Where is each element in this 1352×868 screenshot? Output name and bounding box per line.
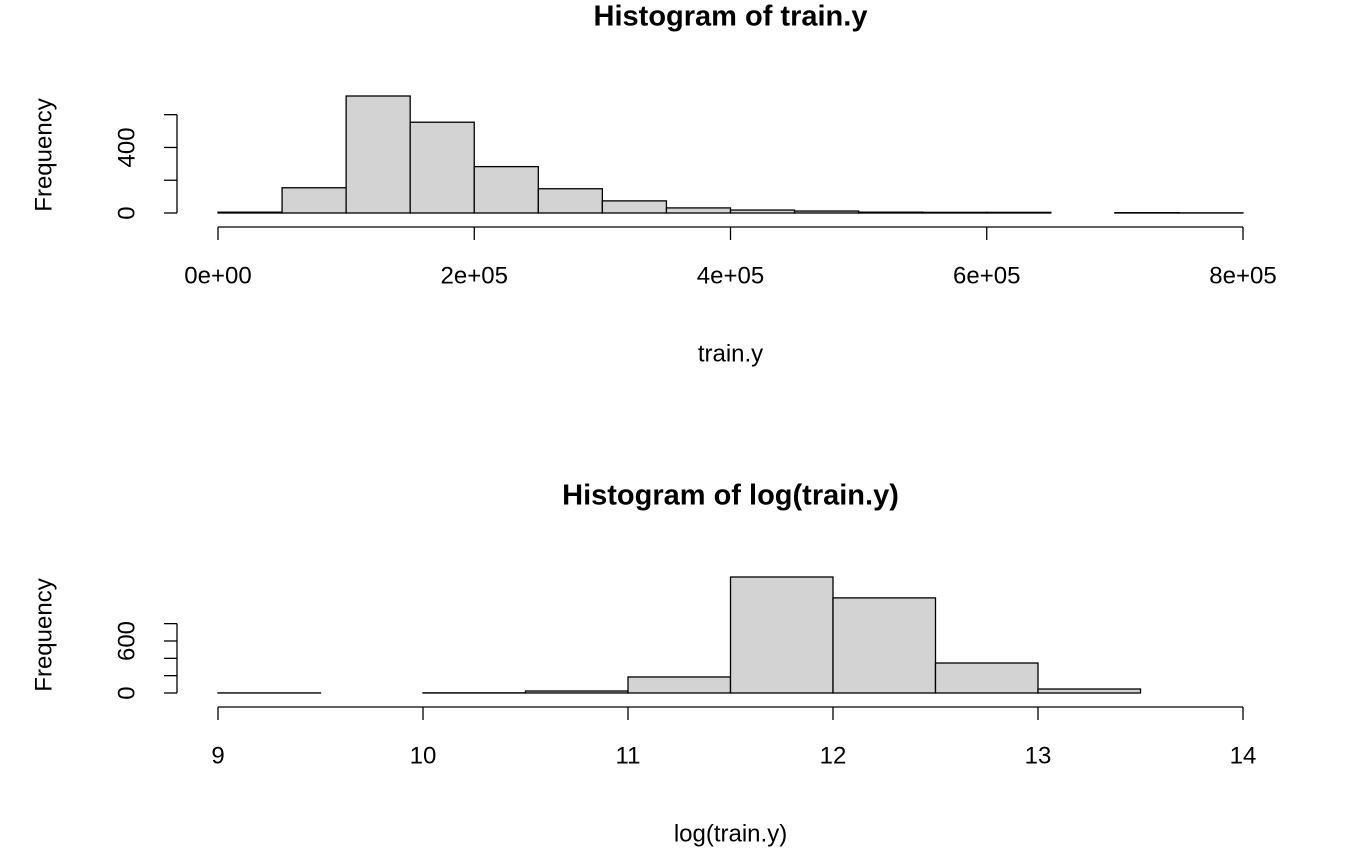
chart-title: Histogram of train.y [594,1,868,33]
bar [601,200,668,214]
x-tick-label: 9 [211,742,224,769]
x-tick-label: 14 [1230,742,1257,769]
bar [627,676,732,694]
x-axis-label: train.y [698,340,763,367]
bar [729,576,834,694]
bar [832,597,937,694]
bar [1037,688,1142,694]
bar [665,207,732,214]
bar [281,187,347,214]
bar [537,188,604,214]
chart-title: Histogram of log(train.y) [562,480,899,512]
x-tick-label: 6e+05 [953,262,1020,289]
bar [729,209,796,214]
y-tick-label: 400 [113,127,140,167]
x-tick-label: 4e+05 [697,262,764,289]
y-axis-label: Frequency [30,98,57,211]
x-tick-label: 12 [820,742,847,769]
y-axis-label: Frequency [30,578,57,691]
bar [217,211,283,214]
bar [857,211,924,214]
bar [934,662,1039,694]
x-tick-label: 13 [1025,742,1052,769]
bar [409,121,475,214]
y-tick-label: 600 [113,621,140,661]
x-tick-label: 0e+00 [184,262,251,289]
y-tick-label: 0 [113,206,140,219]
x-axis-label: log(train.y) [674,820,787,847]
bar [986,211,1052,214]
y-tick-label: 0 [113,686,140,699]
x-tick-label: 11 [616,742,641,769]
bar [922,211,988,214]
x-tick-label: 10 [410,742,437,769]
x-tick-label: 2e+05 [441,262,508,289]
bar [793,210,860,214]
bar [473,165,539,214]
bar [345,95,411,214]
bar [524,690,629,694]
x-tick-label: 8e+05 [1209,262,1276,289]
